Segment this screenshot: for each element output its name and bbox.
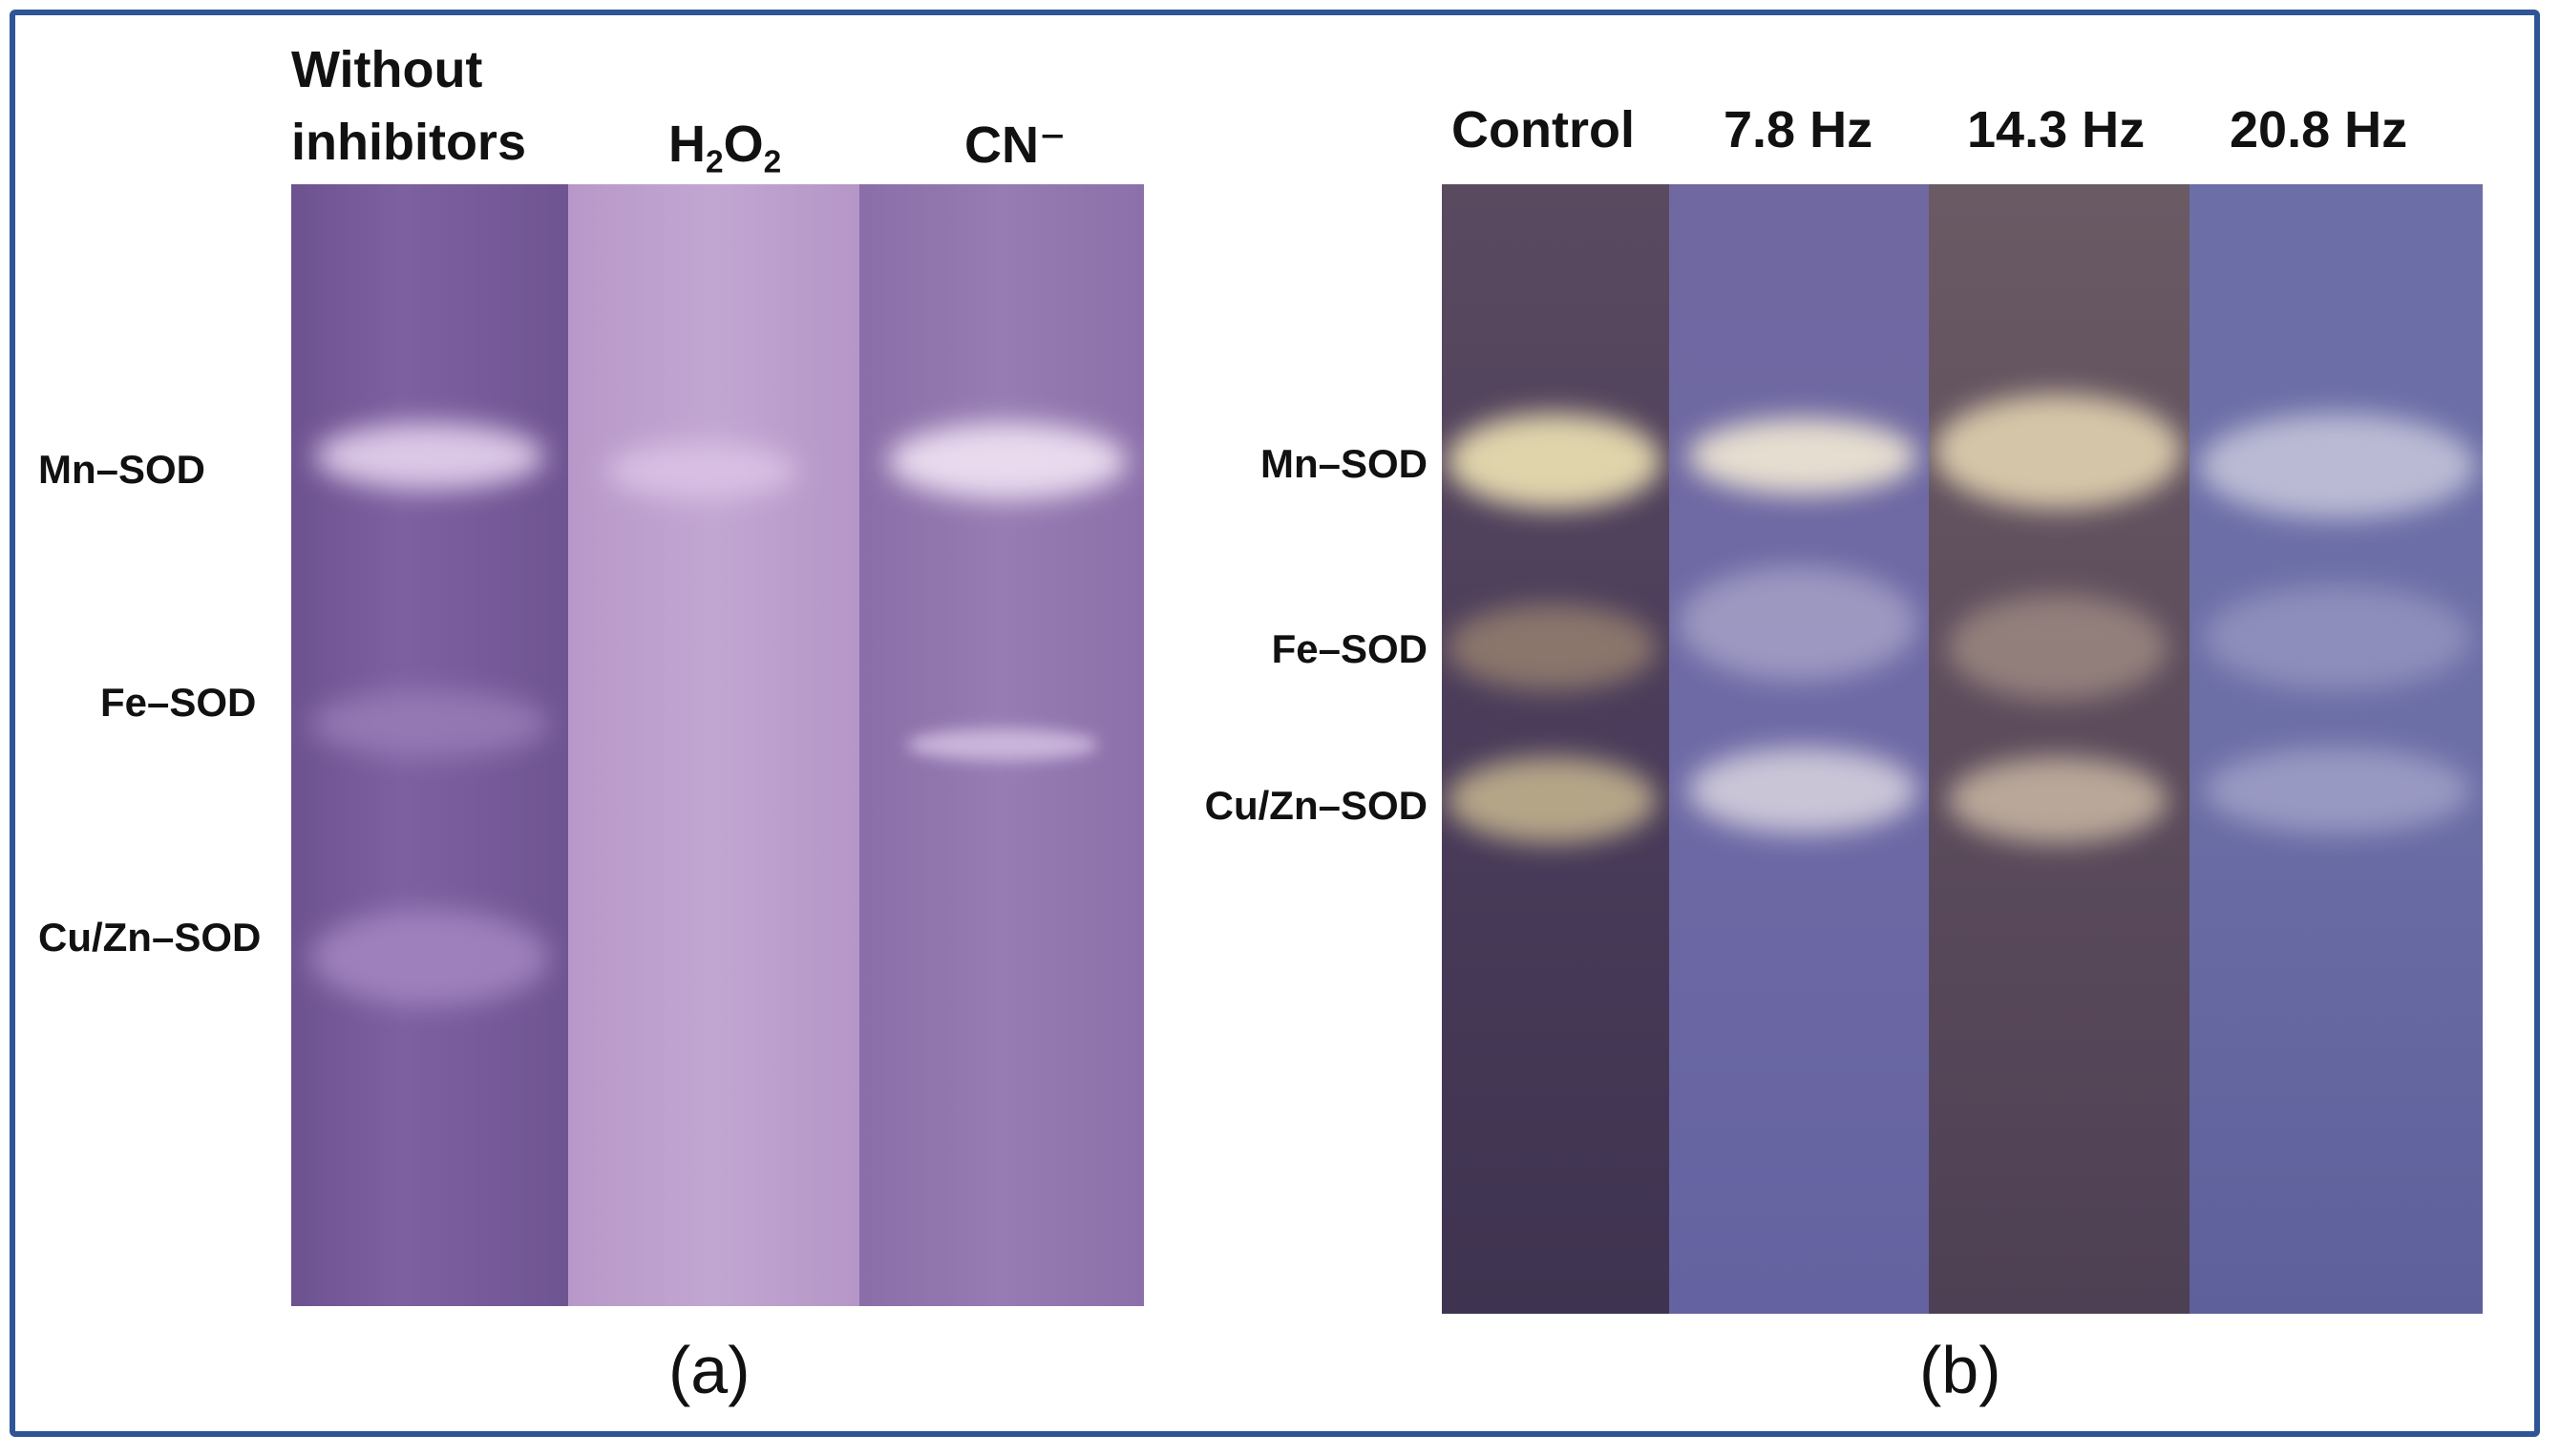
gel-lane-20-8-hz xyxy=(2190,184,2483,1314)
band-label-fe-sod-a: Fe–SOD xyxy=(100,680,257,725)
gel-band-fe-sod xyxy=(2204,585,2471,690)
lane-title-cn: CN⁻ xyxy=(964,116,1067,174)
band-label-mn-sod-b: Mn–SOD xyxy=(1259,441,1428,486)
gel-band-mn-sod xyxy=(888,423,1127,499)
gel-band-mn-sod xyxy=(1934,394,2182,509)
gel-band-cu-zn-sod xyxy=(2204,748,2471,834)
lane-title-7-8-hz: 7.8 Hz xyxy=(1724,101,1873,158)
panel-label-b: (b) xyxy=(1919,1333,2001,1407)
outer-frame xyxy=(10,10,2540,1437)
lane-title-14-3-hz: 14.3 Hz xyxy=(1967,101,2146,158)
gel-lane-h2o2 xyxy=(568,184,859,1306)
gel-lane-without-inhibitors xyxy=(291,184,568,1306)
band-label-mn-sod-a: Mn–SOD xyxy=(38,447,206,492)
gel-band-fe-sod xyxy=(1948,595,2168,700)
gel-lane-control xyxy=(1442,184,1669,1314)
gel-band-fe-sod xyxy=(310,690,549,757)
gel-band-mn-sod xyxy=(2199,413,2476,518)
gel-lane-cn xyxy=(859,184,1144,1306)
band-label-cu-zn-sod-a: Cu/Zn–SOD xyxy=(38,915,262,960)
gel-lane-7-8-hz xyxy=(1669,184,1929,1314)
gel-band-fe-sod xyxy=(1447,604,1657,690)
band-label-cu-zn-sod-b: Cu/Zn–SOD xyxy=(1204,783,1428,828)
gel-image-a xyxy=(291,184,1144,1306)
lane-title-control: Control xyxy=(1451,101,1635,158)
gel-band-mn-sod xyxy=(1688,418,1917,495)
gel-band-fe-sod xyxy=(907,728,1098,761)
band-label-fe-sod-b: Fe–SOD xyxy=(1271,626,1428,671)
gel-band-fe-sod xyxy=(1679,566,1917,681)
panel-label-a: (a) xyxy=(668,1333,751,1407)
gel-band-cu-zn-sod xyxy=(1447,757,1657,843)
gel-band-mn-sod xyxy=(606,442,797,499)
gel-image-b xyxy=(1442,184,2483,1314)
gel-band-mn-sod xyxy=(315,423,544,490)
lane-title-h2o2: H2O2 xyxy=(668,116,782,180)
lane-title-without-inhibitors: Without inhibitors xyxy=(291,41,526,171)
gel-band-cu-zn-sod xyxy=(1688,748,1917,834)
gel-band-cu-zn-sod xyxy=(1948,757,2168,843)
gel-lane-14-3-hz xyxy=(1929,184,2190,1314)
lane-title-20-8-hz: 20.8 Hz xyxy=(2230,101,2408,158)
gel-band-mn-sod xyxy=(1447,413,1661,509)
gel-band-cu-zn-sod xyxy=(310,910,549,1005)
